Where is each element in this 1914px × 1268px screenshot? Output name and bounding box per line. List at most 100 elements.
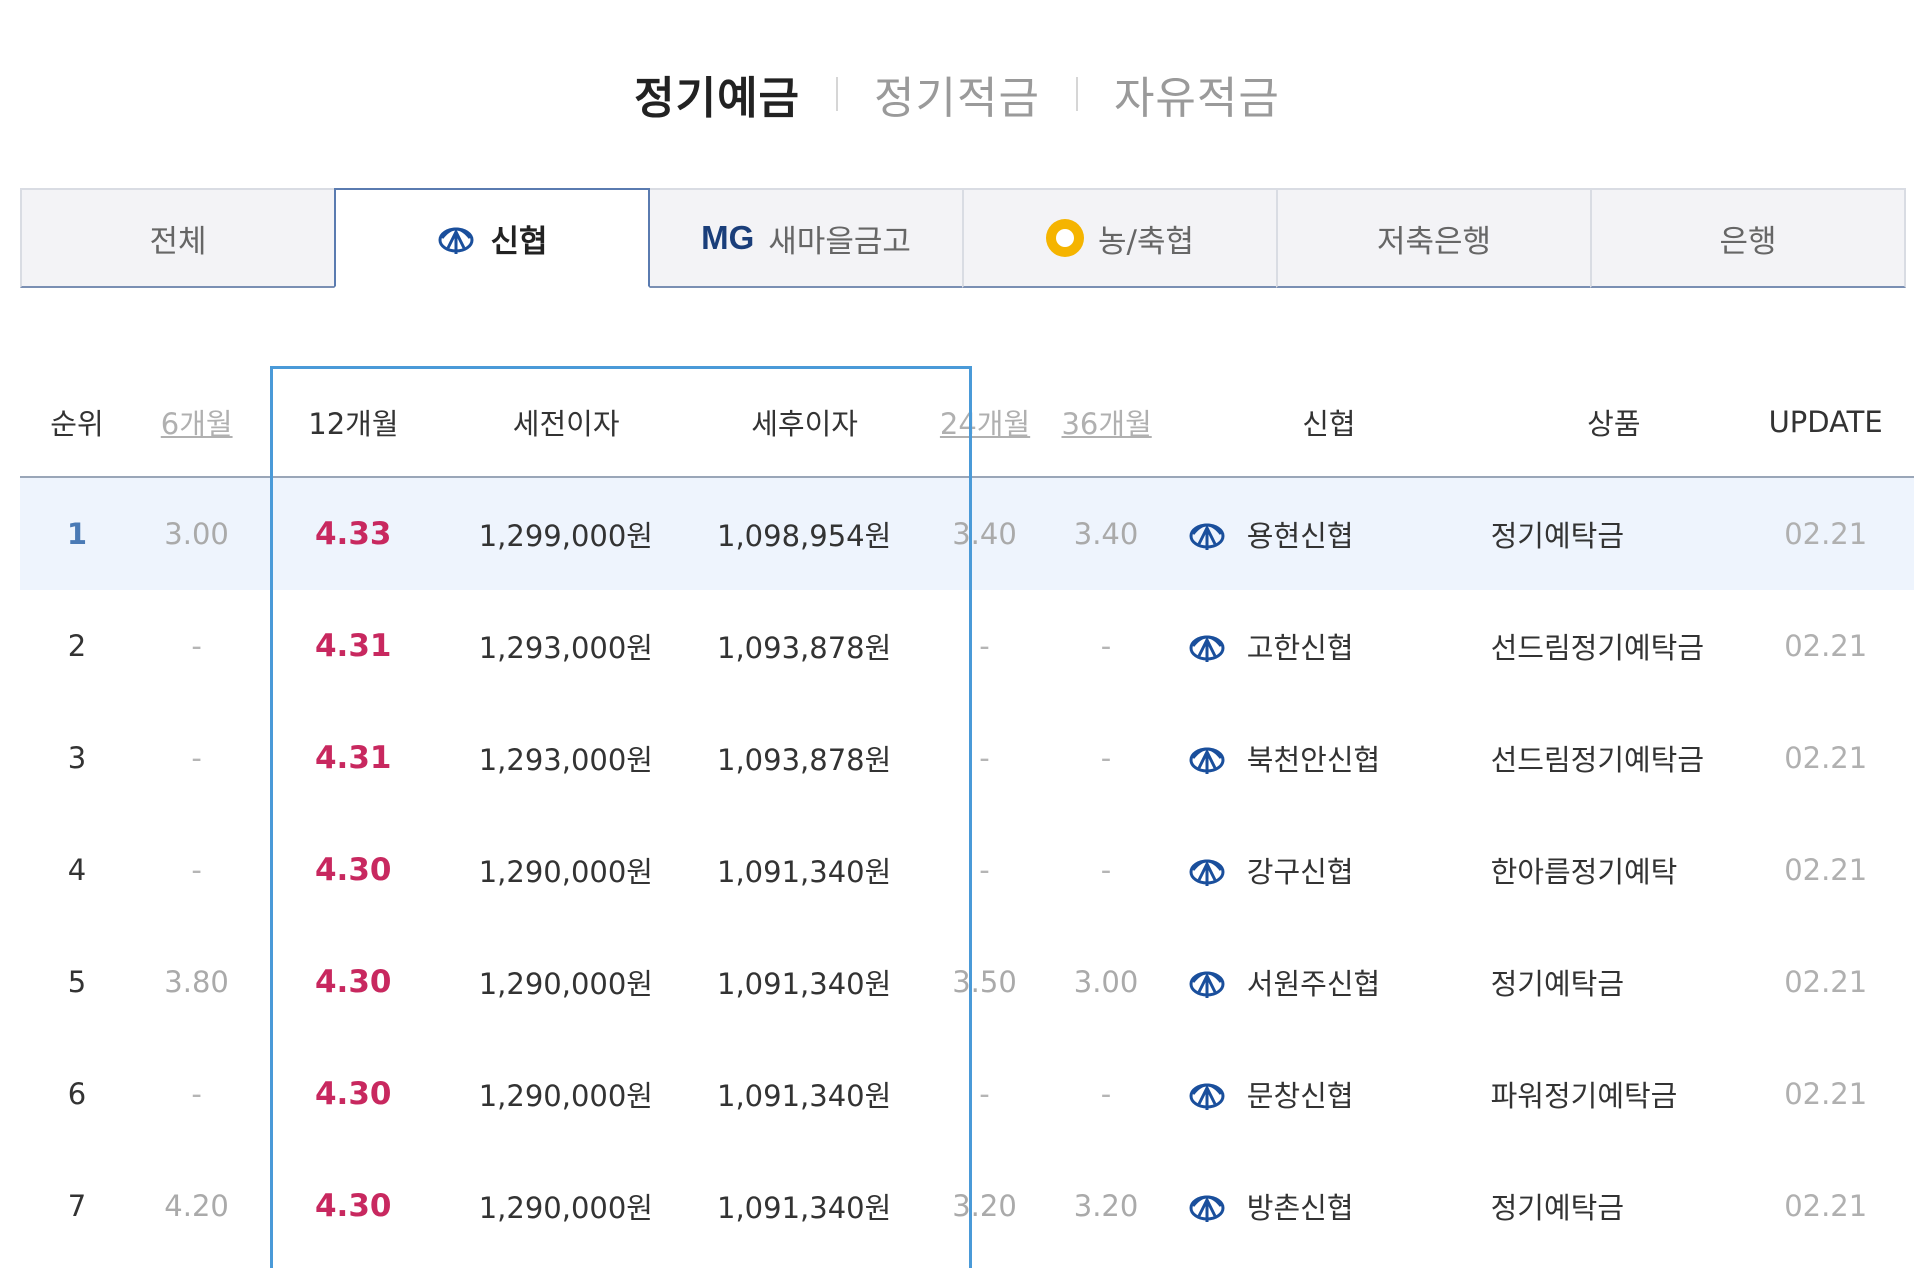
header-36-months[interactable]: 36개월 xyxy=(1061,407,1152,441)
bank-cell[interactable]: 문창신협 xyxy=(1167,1073,1491,1115)
bank-name: 용현신협 xyxy=(1246,519,1354,553)
shinhyup-logo-icon xyxy=(1189,635,1225,662)
rate-36m-cell: - xyxy=(1100,741,1112,775)
bank-name: 고한신협 xyxy=(1246,631,1354,665)
table-row[interactable]: 7 4.20 4.30 1,290,000원 1,091,340원 3.20 3… xyxy=(20,1150,1914,1262)
bank-cell[interactable]: 용현신협 xyxy=(1167,513,1491,555)
table-row[interactable]: 3 - 4.31 1,293,000원 1,093,878원 - - 북천안신협… xyxy=(20,702,1914,814)
rank-cell: 6 xyxy=(67,1077,87,1111)
tab-saemaul[interactable]: MG 새마을금고 xyxy=(648,188,964,288)
bank-name: 강구신협 xyxy=(1246,855,1354,889)
header-update: UPDATE xyxy=(1768,405,1883,439)
update-date-cell: 02.21 xyxy=(1784,629,1868,663)
bank-cell[interactable]: 서원주신협 xyxy=(1167,961,1491,1003)
shinhyup-logo-icon xyxy=(1189,1195,1225,1222)
post-tax-interest-cell: 1,093,878원 xyxy=(717,743,892,777)
rate-24m-cell: - xyxy=(979,853,990,887)
shinhyup-logo-icon xyxy=(1189,859,1225,886)
table-row[interactable]: 6 - 4.30 1,290,000원 1,091,340원 - - 문창신협 … xyxy=(20,1038,1914,1150)
nonghyup-logo-icon xyxy=(1045,219,1084,257)
pre-tax-interest-cell: 1,290,000원 xyxy=(478,855,653,889)
table-row[interactable]: 4 - 4.30 1,290,000원 1,091,340원 - - 강구신협 … xyxy=(20,814,1914,926)
rate-36m-cell: - xyxy=(1100,629,1112,663)
tab-shinhyup[interactable]: 신협 xyxy=(334,188,650,288)
rate-12m-cell: 4.30 xyxy=(314,964,392,1000)
pre-tax-interest-cell: 1,290,000원 xyxy=(478,1191,653,1225)
rate-table: 순위 6개월 12개월 세전이자 세후이자 24개월 36개월 신협 상품 UP… xyxy=(20,368,1914,1262)
institution-tabs: 전체 신협 MG 새마을금고 농/축협 저축은행 은행 xyxy=(20,188,1906,288)
table-row[interactable]: 2 - 4.31 1,293,000원 1,093,878원 - - 고한신협 … xyxy=(20,590,1914,702)
shinhyup-logo-icon xyxy=(1189,971,1225,998)
rate-24m-cell: - xyxy=(979,741,990,775)
post-tax-interest-cell: 1,091,340원 xyxy=(717,1191,892,1225)
product-cell[interactable]: 정기예탁금 xyxy=(1490,519,1624,553)
tab-bank[interactable]: 은행 xyxy=(1590,188,1906,288)
rate-36m-cell: - xyxy=(1100,853,1112,887)
rank-cell: 5 xyxy=(67,965,87,999)
tab-nonghyup[interactable]: 농/축협 xyxy=(962,188,1278,288)
rate-12m-cell: 4.30 xyxy=(314,1188,392,1224)
product-cell[interactable]: 파워정기예탁금 xyxy=(1490,1079,1678,1113)
tab-divider xyxy=(836,77,839,111)
tab-label: 전체 xyxy=(149,223,207,260)
bank-cell[interactable]: 고한신협 xyxy=(1167,625,1491,667)
rate-36m-cell: 3.40 xyxy=(1073,517,1139,551)
rate-6m-cell: - xyxy=(191,741,202,775)
tab-label: 은행 xyxy=(1719,223,1777,260)
tab-installment-savings[interactable]: 정기적금 xyxy=(874,73,1040,124)
rate-24m-cell: 3.50 xyxy=(952,965,1017,999)
rank-cell: 1 xyxy=(66,517,88,551)
update-date-cell: 02.21 xyxy=(1784,517,1868,551)
bank-cell[interactable]: 강구신협 xyxy=(1167,849,1491,891)
rate-12m-cell: 4.30 xyxy=(314,1076,392,1112)
tab-savings-bank[interactable]: 저축은행 xyxy=(1276,188,1592,288)
shinhyup-logo-icon xyxy=(1189,523,1225,550)
rate-36m-cell: - xyxy=(1100,1077,1112,1111)
product-cell[interactable]: 선드림정기예탁금 xyxy=(1490,631,1705,665)
rank-cell: 2 xyxy=(67,629,87,663)
tab-label: 신협 xyxy=(490,223,548,260)
bank-name: 문창신협 xyxy=(1246,1079,1354,1113)
bank-name: 서원주신협 xyxy=(1246,967,1381,1001)
tab-label: 저축은행 xyxy=(1376,223,1492,260)
update-date-cell: 02.21 xyxy=(1784,1077,1868,1111)
pre-tax-interest-cell: 1,293,000원 xyxy=(478,631,653,665)
product-cell[interactable]: 정기예탁금 xyxy=(1490,967,1624,1001)
header-24-months[interactable]: 24개월 xyxy=(939,407,1031,441)
rate-36m-cell: 3.20 xyxy=(1073,1189,1139,1223)
pre-tax-interest-cell: 1,299,000원 xyxy=(478,519,653,553)
rate-24m-cell: 3.20 xyxy=(952,1189,1017,1223)
rate-12m-cell: 4.31 xyxy=(314,628,392,664)
pre-tax-interest-cell: 1,290,000원 xyxy=(478,1079,653,1113)
product-cell[interactable]: 한아름정기예탁 xyxy=(1490,855,1678,889)
update-date-cell: 02.21 xyxy=(1784,1189,1868,1223)
rate-12m-cell: 4.33 xyxy=(314,516,392,552)
bank-cell[interactable]: 북천안신협 xyxy=(1167,737,1491,779)
header-6-months[interactable]: 6개월 xyxy=(160,407,233,441)
tab-term-deposit[interactable]: 정기예금 xyxy=(634,73,801,124)
product-tabs: 정기예금 정기적금 자유적금 xyxy=(0,62,1914,126)
header-12-months[interactable]: 12개월 xyxy=(308,407,399,441)
mg-logo: MG xyxy=(701,219,755,256)
tab-all[interactable]: 전체 xyxy=(20,188,336,288)
rate-36m-cell: 3.00 xyxy=(1073,965,1139,999)
rate-6m-cell: 4.20 xyxy=(164,1189,229,1223)
table-row[interactable]: 1 3.00 4.33 1,299,000원 1,098,954원 3.40 3… xyxy=(20,478,1914,590)
rate-6m-cell: - xyxy=(191,853,202,887)
table-header-row: 순위 6개월 12개월 세전이자 세후이자 24개월 36개월 신협 상품 UP… xyxy=(20,368,1914,478)
update-date-cell: 02.21 xyxy=(1784,853,1868,887)
header-product: 상품 xyxy=(1587,407,1641,441)
rate-24m-cell: - xyxy=(979,1077,990,1111)
post-tax-interest-cell: 1,098,954원 xyxy=(717,519,892,553)
rank-cell: 4 xyxy=(67,853,87,887)
tab-free-savings[interactable]: 자유적금 xyxy=(1113,73,1280,124)
bank-cell[interactable]: 방촌신협 xyxy=(1167,1185,1491,1227)
table-row[interactable]: 5 3.80 4.30 1,290,000원 1,091,340원 3.50 3… xyxy=(20,926,1914,1038)
product-cell[interactable]: 정기예탁금 xyxy=(1490,1191,1624,1225)
rate-12m-cell: 4.31 xyxy=(314,740,392,776)
post-tax-interest-cell: 1,091,340원 xyxy=(717,855,892,889)
update-date-cell: 02.21 xyxy=(1784,965,1868,999)
post-tax-interest-cell: 1,093,878원 xyxy=(717,631,892,665)
tab-label: 새마을금고 xyxy=(768,223,911,260)
product-cell[interactable]: 선드림정기예탁금 xyxy=(1490,743,1705,777)
